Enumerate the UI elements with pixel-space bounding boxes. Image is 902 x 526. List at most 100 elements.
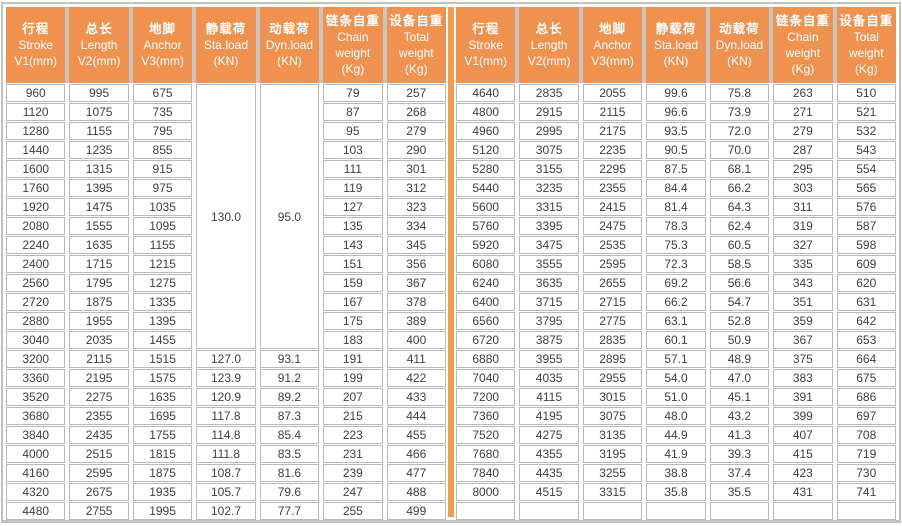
data-cell: 239 <box>323 464 383 482</box>
data-cell: 2515 <box>69 445 129 463</box>
data-cell: 57.1 <box>646 350 706 368</box>
data-cell: 433 <box>386 388 446 406</box>
data-cell: 120.9 <box>196 388 256 406</box>
data-cell: 159 <box>323 274 383 292</box>
data-cell: 1635 <box>69 236 129 254</box>
data-cell: 3715 <box>519 293 579 311</box>
data-cell: 1155 <box>132 236 193 254</box>
data-cell: 1920 <box>6 198 66 216</box>
data-cell <box>836 502 896 520</box>
data-cell: 70.0 <box>709 141 770 159</box>
data-cell: 1395 <box>69 179 129 197</box>
data-cell: 327 <box>773 236 833 254</box>
data-cell: 4435 <box>519 464 579 482</box>
data-cell: 167 <box>323 293 383 311</box>
data-cell: 78.3 <box>646 217 706 235</box>
data-cell: 247 <box>323 483 383 501</box>
data-cell: 56.6 <box>709 274 770 292</box>
data-cell: 191 <box>323 350 383 368</box>
data-cell: 2355 <box>69 407 129 425</box>
data-cell: 2475 <box>582 217 643 235</box>
header-cell: 链条自重 Chain weight (Kg) <box>773 7 833 83</box>
data-cell: 423 <box>773 464 833 482</box>
data-cell: 686 <box>836 388 896 406</box>
data-cell <box>582 502 643 520</box>
data-cell: 795 <box>132 122 193 140</box>
data-cell: 697 <box>836 407 896 425</box>
data-cell: 301 <box>386 160 446 178</box>
data-cell: 8000 <box>456 483 516 501</box>
data-cell: 343 <box>773 274 833 292</box>
data-cell: 4160 <box>6 464 66 482</box>
data-cell: 855 <box>132 141 193 159</box>
data-cell: 2675 <box>69 483 129 501</box>
header-cell: 总长 Length V2(mm) <box>69 7 129 83</box>
data-cell: 2775 <box>582 312 643 330</box>
data-cell: 2415 <box>582 198 643 216</box>
data-cell: 431 <box>773 483 833 501</box>
data-cell: 127.0 <box>196 350 256 368</box>
data-cell: 268 <box>386 103 446 121</box>
data-cell: 2755 <box>69 502 129 520</box>
data-cell: 75.8 <box>709 84 770 102</box>
data-cell: 108.7 <box>196 464 256 482</box>
data-cell: 54.0 <box>646 369 706 387</box>
data-cell: 4515 <box>519 483 579 501</box>
data-cell: 263 <box>773 84 833 102</box>
data-cell: 719 <box>836 445 896 463</box>
data-cell: 3155 <box>519 160 579 178</box>
data-cell: 1455 <box>132 331 193 349</box>
data-cell: 455 <box>386 426 446 444</box>
data-cell: 1275 <box>132 274 193 292</box>
data-cell: 3635 <box>519 274 579 292</box>
header-cell: 动载荷 Dyn.load (KN) <box>709 7 770 83</box>
data-cell: 41.9 <box>646 445 706 463</box>
data-cell: 93.5 <box>646 122 706 140</box>
data-cell: 48.0 <box>646 407 706 425</box>
data-cell: 93.1 <box>259 350 320 368</box>
data-cell: 334 <box>386 217 446 235</box>
data-cell: 1515 <box>132 350 193 368</box>
data-cell: 5920 <box>456 236 516 254</box>
data-cell: 5600 <box>456 198 516 216</box>
data-cell: 1035 <box>132 198 193 216</box>
data-cell: 6240 <box>456 274 516 292</box>
data-cell: 4960 <box>456 122 516 140</box>
data-cell: 620 <box>836 274 896 292</box>
data-cell: 367 <box>773 331 833 349</box>
data-cell: 2275 <box>69 388 129 406</box>
data-cell: 2655 <box>582 274 643 292</box>
data-cell: 119 <box>323 179 383 197</box>
data-cell: 72.0 <box>709 122 770 140</box>
data-cell: 411 <box>386 350 446 368</box>
data-cell: 2115 <box>69 350 129 368</box>
data-cell: 642 <box>836 312 896 330</box>
data-cell: 311 <box>773 198 833 216</box>
data-cell: 2235 <box>582 141 643 159</box>
data-cell: 1760 <box>6 179 66 197</box>
data-cell: 39.3 <box>709 445 770 463</box>
data-cell: 312 <box>386 179 446 197</box>
data-cell: 4355 <box>519 445 579 463</box>
data-cell: 653 <box>836 331 896 349</box>
data-cell: 81.6 <box>259 464 320 482</box>
data-cell: 6560 <box>456 312 516 330</box>
data-cell: 3840 <box>6 426 66 444</box>
data-cell: 466 <box>386 445 446 463</box>
data-cell: 60.1 <box>646 331 706 349</box>
data-cell: 2055 <box>582 84 643 102</box>
data-cell: 48.9 <box>709 350 770 368</box>
data-cell: 598 <box>836 236 896 254</box>
data-cell: 1875 <box>69 293 129 311</box>
data-cell: 675 <box>836 369 896 387</box>
data-cell: 127 <box>323 198 383 216</box>
data-cell: 95 <box>323 122 383 140</box>
data-cell: 422 <box>386 369 446 387</box>
data-cell: 4000 <box>6 445 66 463</box>
data-cell: 1095 <box>132 217 193 235</box>
data-cell: 543 <box>836 141 896 159</box>
data-cell: 2835 <box>519 84 579 102</box>
data-cell: 44.9 <box>646 426 706 444</box>
